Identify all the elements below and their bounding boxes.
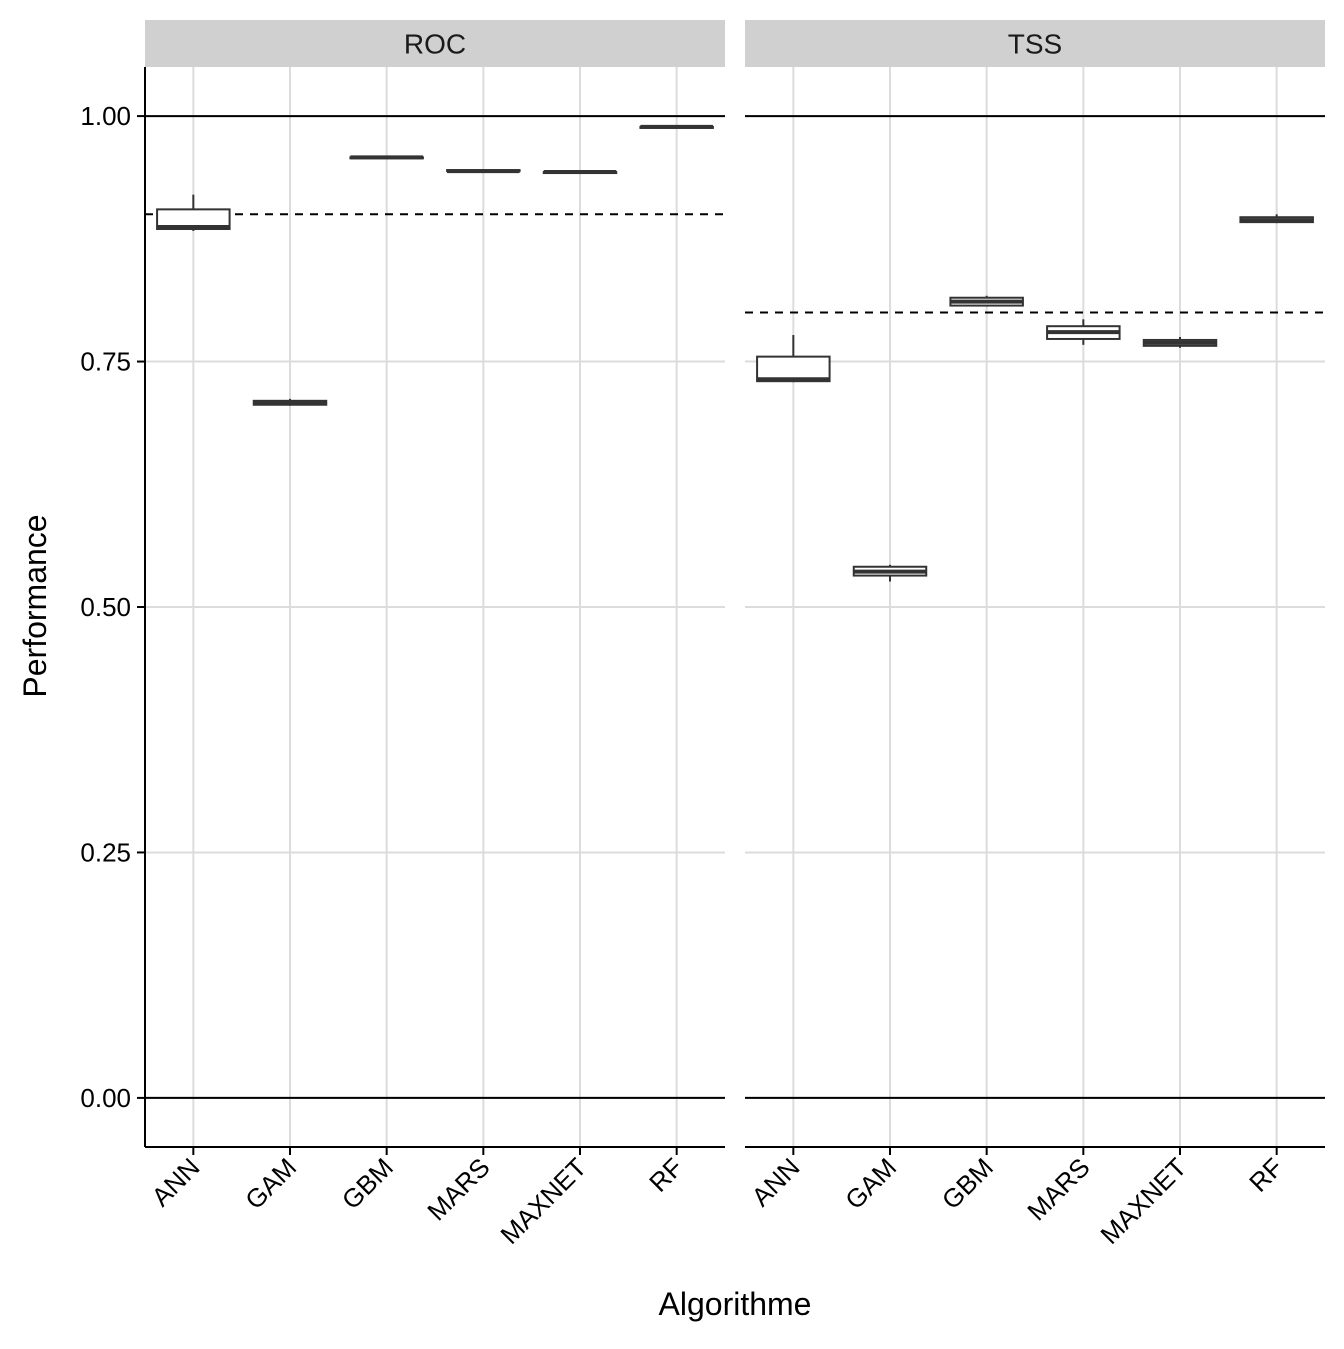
x-tick-label: RF [1243, 1152, 1289, 1198]
y-tick-label: 0.00 [80, 1083, 131, 1113]
x-tick-label: GBM [336, 1152, 399, 1215]
facet-strip [745, 20, 1325, 67]
box-ann [756, 335, 831, 383]
x-tick-label: MAXNET [494, 1152, 592, 1250]
y-tick-label: 0.50 [80, 592, 131, 622]
box-mars [446, 169, 521, 174]
box-gbm [949, 295, 1024, 307]
x-tick-label: GAM [839, 1152, 902, 1215]
facet-label: ROC [404, 29, 466, 60]
box-body [756, 355, 831, 383]
box-gbm [349, 155, 424, 160]
x-axis-title: Algorithme [659, 1286, 812, 1322]
box-maxnet [542, 170, 618, 175]
panel-roc: ROC 0.00 0.25 0.50 0.75 1.00 ANN GAM GBM MARSMAXN… [80, 20, 725, 1250]
facet-strip [145, 20, 725, 67]
box-maxnet [1142, 337, 1218, 348]
box-mars [1046, 319, 1121, 345]
box-gam [252, 398, 328, 406]
x-tick-label: MAXNET [1094, 1152, 1192, 1250]
facet-label: TSS [1008, 29, 1062, 60]
y-tick-label: 0.75 [80, 347, 131, 377]
x-tick-label: ANN [146, 1152, 206, 1212]
x-tick-label: ANN [746, 1152, 806, 1212]
box-rf [1239, 214, 1314, 224]
x-tick-label: MARS [421, 1152, 495, 1226]
x-tick-label: GBM [936, 1152, 999, 1215]
y-tick-label: 0.25 [80, 837, 131, 867]
box-gam [852, 564, 928, 582]
x-tick-label: RF [643, 1152, 689, 1198]
x-tick-label: MARS [1021, 1152, 1095, 1226]
box-ann [156, 194, 231, 231]
y-tick-label: 1.00 [80, 101, 131, 131]
box-rf [639, 124, 714, 129]
y-axis-title: Performance [17, 514, 53, 697]
x-tick-label: GAM [239, 1152, 302, 1215]
